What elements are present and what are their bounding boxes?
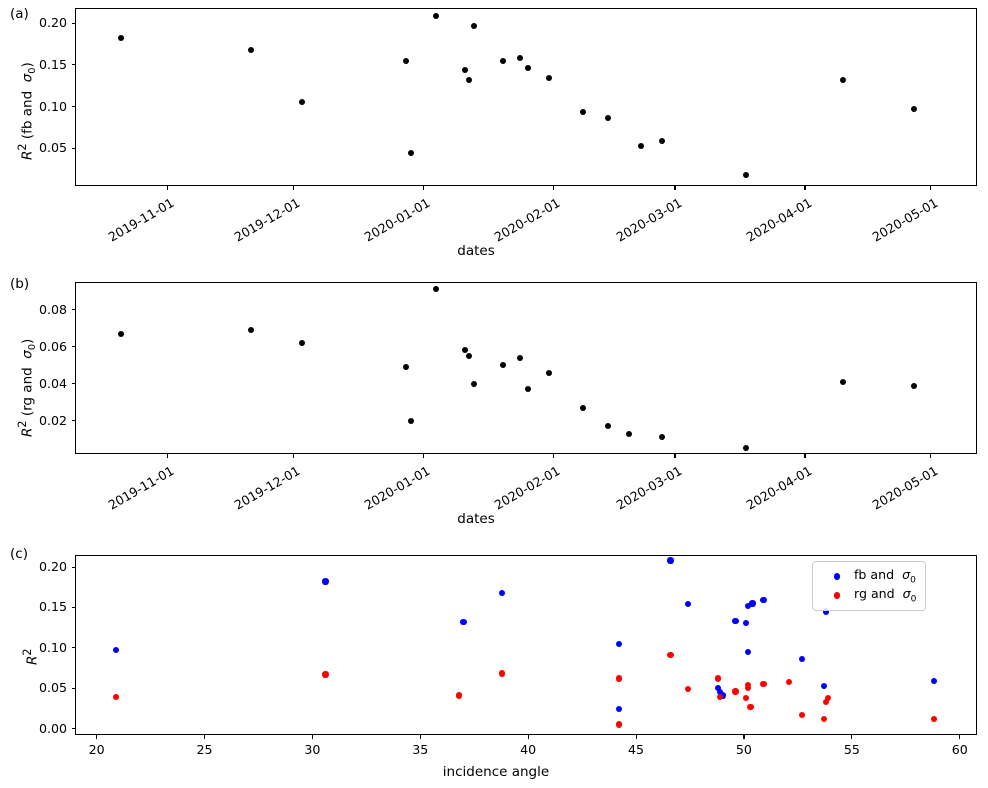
ytick-label: 0.10: [38, 98, 67, 114]
xtick-label: 2019-12-01: [231, 463, 303, 513]
ytick-mark: [71, 420, 75, 422]
ytick-mark: [71, 309, 75, 311]
xtick-mark: [552, 454, 554, 458]
panel-b-tag: (b): [10, 276, 30, 292]
ytick-mark: [71, 147, 75, 149]
xtick-label: 2020-02-01: [491, 195, 563, 245]
xtick-mark: [804, 186, 806, 190]
xtick-mark: [292, 454, 294, 458]
ytick-mark: [71, 728, 75, 730]
xtick-label: 55: [843, 742, 860, 757]
ytick-label: 0.20: [38, 15, 67, 31]
ytick-label: 0.04: [38, 375, 67, 391]
xtick-label: 2020-03-01: [613, 463, 685, 513]
panel-a-xlabel: dates: [457, 243, 495, 259]
legend-marker-rg-icon: [820, 592, 854, 599]
xtick-label: 2019-12-01: [231, 195, 303, 245]
legend-label-rg: rg and σ0: [854, 586, 917, 605]
ytick-mark: [71, 64, 75, 66]
ytick-label: 0.08: [38, 301, 67, 317]
ytick-label: 0.02: [38, 412, 67, 428]
xtick-mark: [552, 186, 554, 190]
ytick-label: 0.20: [38, 559, 67, 575]
xtick-label: 2019-11-01: [105, 463, 177, 513]
ytick-mark: [71, 687, 75, 689]
xtick-label: 2020-05-01: [869, 195, 941, 245]
xtick-mark: [635, 735, 637, 739]
xtick-mark: [422, 186, 424, 190]
panel-a-plot-area: [75, 8, 977, 186]
xtick-mark: [930, 454, 932, 458]
ytick-mark: [71, 566, 75, 568]
ytick-label: 0.10: [38, 639, 67, 655]
xtick-mark: [203, 735, 206, 739]
ytick-label: 0.00: [38, 720, 67, 736]
panel-b-plot-area: [75, 282, 977, 454]
xtick-mark: [959, 735, 961, 739]
xtick-label: 2020-02-01: [491, 463, 563, 513]
ytick-label: 0.06: [38, 338, 67, 354]
ytick-mark: [71, 647, 75, 649]
xtick-mark: [804, 454, 806, 458]
xtick-mark: [930, 186, 932, 190]
legend-item-fb[interactable]: fb and σ0: [820, 567, 916, 586]
legend-label-fb: fb and σ0: [854, 567, 916, 586]
ytick-mark: [71, 346, 75, 348]
xtick-label: 30: [304, 742, 321, 757]
xtick-label: 2020-04-01: [743, 463, 815, 513]
xtick-mark: [311, 735, 313, 739]
ytick-mark: [71, 106, 75, 108]
xtick-mark: [527, 735, 529, 739]
panel-a-tag: (a): [10, 6, 29, 22]
xtick-label: 2020-01-01: [361, 463, 433, 513]
ytick-label: 0.15: [38, 56, 67, 72]
ytick-label: 0.15: [38, 599, 67, 615]
xtick-mark: [674, 186, 676, 190]
xtick-label: 40: [520, 742, 537, 757]
panel-c-xlabel: incidence angle: [442, 764, 550, 780]
ytick-mark: [71, 22, 75, 24]
legend-item-rg[interactable]: rg and σ0: [820, 586, 916, 605]
xtick-mark: [422, 454, 424, 458]
xtick-mark: [419, 735, 421, 739]
xtick-label: 2020-03-01: [613, 195, 685, 245]
xtick-label: 25: [196, 742, 213, 757]
panel-c-tag: (c): [10, 546, 28, 562]
legend-marker-fb-icon: [820, 573, 854, 580]
xtick-label: 60: [951, 742, 968, 757]
xtick-label: 20: [88, 742, 105, 757]
xtick-mark: [96, 735, 98, 739]
xtick-label: 2020-04-01: [743, 195, 815, 245]
xtick-label: 35: [412, 742, 429, 757]
xtick-mark: [851, 735, 853, 739]
ytick-mark: [71, 606, 75, 609]
xtick-mark: [166, 454, 168, 458]
xtick-label: 2019-11-01: [105, 195, 177, 245]
ytick-label: 0.05: [38, 680, 67, 696]
ytick-mark: [71, 383, 75, 385]
xtick-label: 2020-05-01: [869, 463, 941, 513]
xtick-mark: [674, 454, 676, 458]
xtick-label: 2020-01-01: [361, 195, 433, 245]
ytick-label: 0.05: [38, 140, 67, 156]
xtick-label: 50: [735, 742, 752, 757]
panel-b-xlabel: dates: [457, 511, 495, 527]
legend: fb and σ0 rg and σ0: [812, 561, 927, 611]
xtick-label: 45: [628, 742, 645, 757]
xtick-mark: [166, 186, 168, 190]
xtick-mark: [292, 186, 294, 190]
xtick-mark: [743, 735, 745, 739]
